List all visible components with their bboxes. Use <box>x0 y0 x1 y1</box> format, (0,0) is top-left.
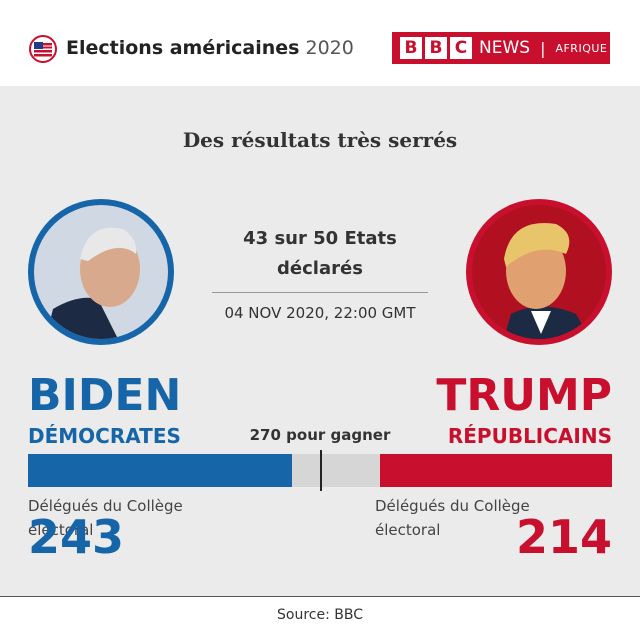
logo-letter: C <box>450 37 472 59</box>
votes-label: Délégués du Collège électoral <box>375 497 530 539</box>
date: 04 NOV 2020, 22:00 GMT <box>224 304 416 322</box>
logo-news: NEWS <box>479 38 531 58</box>
votes-number: 214 <box>515 510 612 564</box>
header-title: Elections américaines 2020 <box>66 37 354 59</box>
threshold-label: 270 pour gagner <box>249 426 391 444</box>
candidate-name: TRUMP <box>436 370 612 421</box>
votes-label: Délégués du Collège électoral <box>28 497 183 539</box>
votes-number: 243 <box>28 510 125 564</box>
flag-icon <box>29 35 57 63</box>
candidate-party: DÉMOCRATES <box>28 424 181 448</box>
threshold-line <box>320 450 323 491</box>
bbc-logo: B B C NEWS | AFRIQUE <box>392 32 610 64</box>
candidate-party: RÉPUBLICAINS <box>447 424 612 448</box>
title: Elections américaines <box>66 37 300 59</box>
divider <box>212 292 428 293</box>
year: 2020 <box>305 37 354 59</box>
vote-bar <box>28 450 612 491</box>
status-line: 43 sur 50 Etats <box>243 228 397 249</box>
status-line: déclarés <box>277 258 363 279</box>
portrait-biden <box>28 199 174 345</box>
portrait-trump <box>466 199 612 345</box>
subtitle: Des résultats très serrés <box>182 128 458 152</box>
logo-letter: B <box>425 37 447 59</box>
candidate-name: BIDEN <box>28 370 182 421</box>
status: 43 sur 50 Etats déclarés <box>200 224 440 284</box>
logo-letter: B <box>400 37 422 59</box>
source: Source: BBC <box>277 607 363 623</box>
logo-region: AFRIQUE <box>555 41 608 55</box>
bar-segment <box>28 454 292 487</box>
bar-segment <box>379 454 612 487</box>
